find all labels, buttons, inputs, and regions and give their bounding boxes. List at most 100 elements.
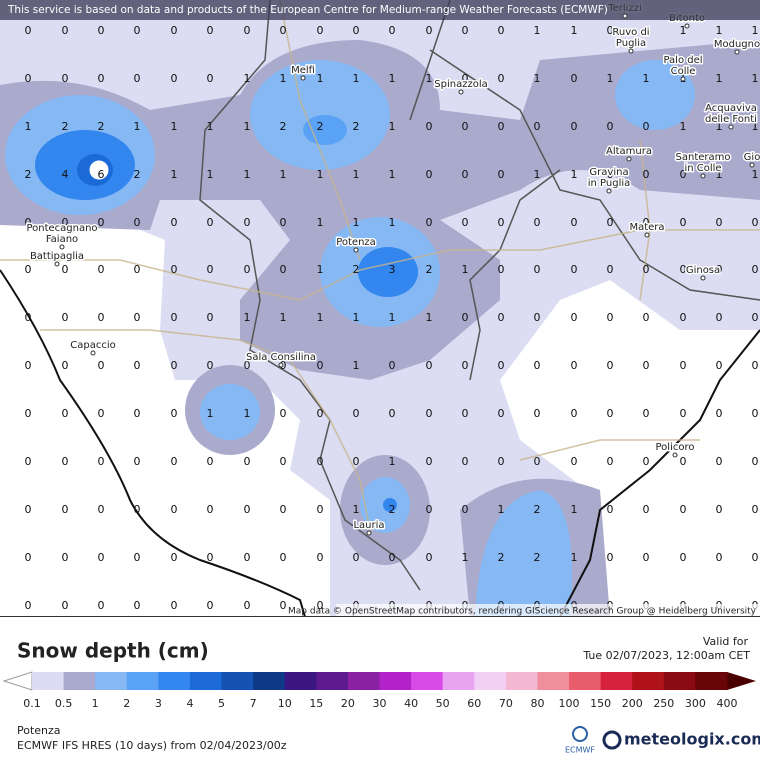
border [199, 0, 760, 591]
place-marker [680, 76, 686, 82]
grid-value: 1 [244, 311, 251, 324]
scale-swatch [695, 672, 728, 690]
grid-value: 1 [207, 407, 214, 420]
grid-value: 0 [716, 455, 723, 468]
grid-value: 0 [607, 311, 614, 324]
scale-swatch [537, 672, 570, 690]
grid-value: 0 [280, 551, 287, 564]
scale-swatch [189, 672, 223, 690]
scale-label: 400 [717, 697, 738, 710]
low-zone [0, 222, 330, 617]
grid-value: 0 [752, 311, 759, 324]
grid-value: 0 [498, 263, 505, 276]
grid-value: 1 [752, 72, 759, 85]
attribution-bar [336, 604, 760, 617]
grid-value: 2 [280, 120, 287, 133]
grid-value: 0 [207, 551, 214, 564]
grid-value: 0 [207, 216, 214, 229]
scale-label: 20 [341, 697, 355, 710]
grid-value: 0 [62, 216, 69, 229]
place-marker [458, 89, 464, 95]
grid-value: 0 [389, 359, 396, 372]
grid-value: 0 [98, 216, 105, 229]
grid-value: 0 [25, 72, 32, 85]
grid-value: 0 [62, 311, 69, 324]
grid-value: 0 [643, 168, 650, 181]
grid-value: 0 [752, 551, 759, 564]
grid-value: 0 [25, 24, 32, 37]
grid-value: 0 [207, 72, 214, 85]
grid-value: 0 [462, 72, 469, 85]
grid-value: 0 [680, 311, 687, 324]
snow-zone [615, 60, 695, 130]
grid-value: 1 [353, 168, 360, 181]
place-label: Matera [629, 222, 664, 233]
grid-value: 0 [534, 455, 541, 468]
grid-value: 0 [25, 407, 32, 420]
location: Potenza [17, 724, 61, 737]
grid-value: 1 [462, 263, 469, 276]
valid-time: Tue 02/07/2023, 12:00am CET [582, 649, 750, 662]
grid-value: 0 [462, 455, 469, 468]
place-marker [90, 350, 96, 356]
place-label: in Colle [684, 163, 721, 174]
grid-value: 0 [643, 263, 650, 276]
mid-zone [0, 40, 760, 380]
grid-value: 0 [25, 503, 32, 516]
grid-value: 1 [607, 72, 614, 85]
grid-value: 0 [389, 407, 396, 420]
scale-label: 70 [499, 697, 513, 710]
grid-value: 0 [389, 24, 396, 37]
grid-value: 0 [98, 72, 105, 85]
grid-value: 0 [607, 455, 614, 468]
grid-value: 0 [98, 503, 105, 516]
scale-label: 200 [622, 697, 643, 710]
grid-value: 1 [752, 168, 759, 181]
grid-value: 0 [317, 359, 324, 372]
grid-value: 0 [462, 216, 469, 229]
grid-value: 0 [426, 503, 433, 516]
ecmwf-icon [572, 726, 588, 742]
ecmwf-logo: ECMWF [565, 746, 595, 755]
grid-value: 2 [134, 168, 141, 181]
place-label: Pontecagnano [26, 223, 97, 234]
grid-value: 0 [207, 24, 214, 37]
grid-value: 1 [244, 72, 251, 85]
grid-value: 0 [534, 359, 541, 372]
grid-value: 0 [244, 24, 251, 37]
grid-value: 0 [643, 216, 650, 229]
place-marker [672, 452, 678, 458]
grid-value: 1 [353, 503, 360, 516]
grid-value: 0 [607, 263, 614, 276]
grid-value: 0 [571, 311, 578, 324]
grid-value: 0 [716, 407, 723, 420]
grid-value: 0 [25, 359, 32, 372]
grid-value: 1 [207, 120, 214, 133]
grid-value: 0 [317, 24, 324, 37]
grid-value: 0 [353, 551, 360, 564]
grid-value: 0 [171, 72, 178, 85]
grid-value: 1 [571, 24, 578, 37]
grid-value: 0 [353, 24, 360, 37]
place-marker [366, 530, 372, 536]
grid-value: 0 [716, 216, 723, 229]
grid-value: 0 [280, 455, 287, 468]
place-label: delle Fonti [705, 114, 757, 125]
place-marker [749, 162, 755, 168]
grid-value: 1 [752, 24, 759, 37]
grid-value: 0 [498, 24, 505, 37]
grid-value: 0 [716, 359, 723, 372]
grid-value: 6 [98, 168, 105, 181]
grid-value: 1 [389, 168, 396, 181]
grid-value: 1 [207, 168, 214, 181]
snow-zone [303, 115, 347, 145]
place-label: Spinazzola [434, 79, 487, 90]
scale-swatch [221, 672, 254, 690]
scale-label: 250 [653, 697, 674, 710]
snow-zone [358, 247, 418, 297]
grid-value: 0 [571, 263, 578, 276]
scale-label: 10 [278, 697, 292, 710]
grid-value: 0 [643, 407, 650, 420]
grid-value: 0 [643, 503, 650, 516]
notice: This service is based on data and produc… [7, 4, 608, 16]
